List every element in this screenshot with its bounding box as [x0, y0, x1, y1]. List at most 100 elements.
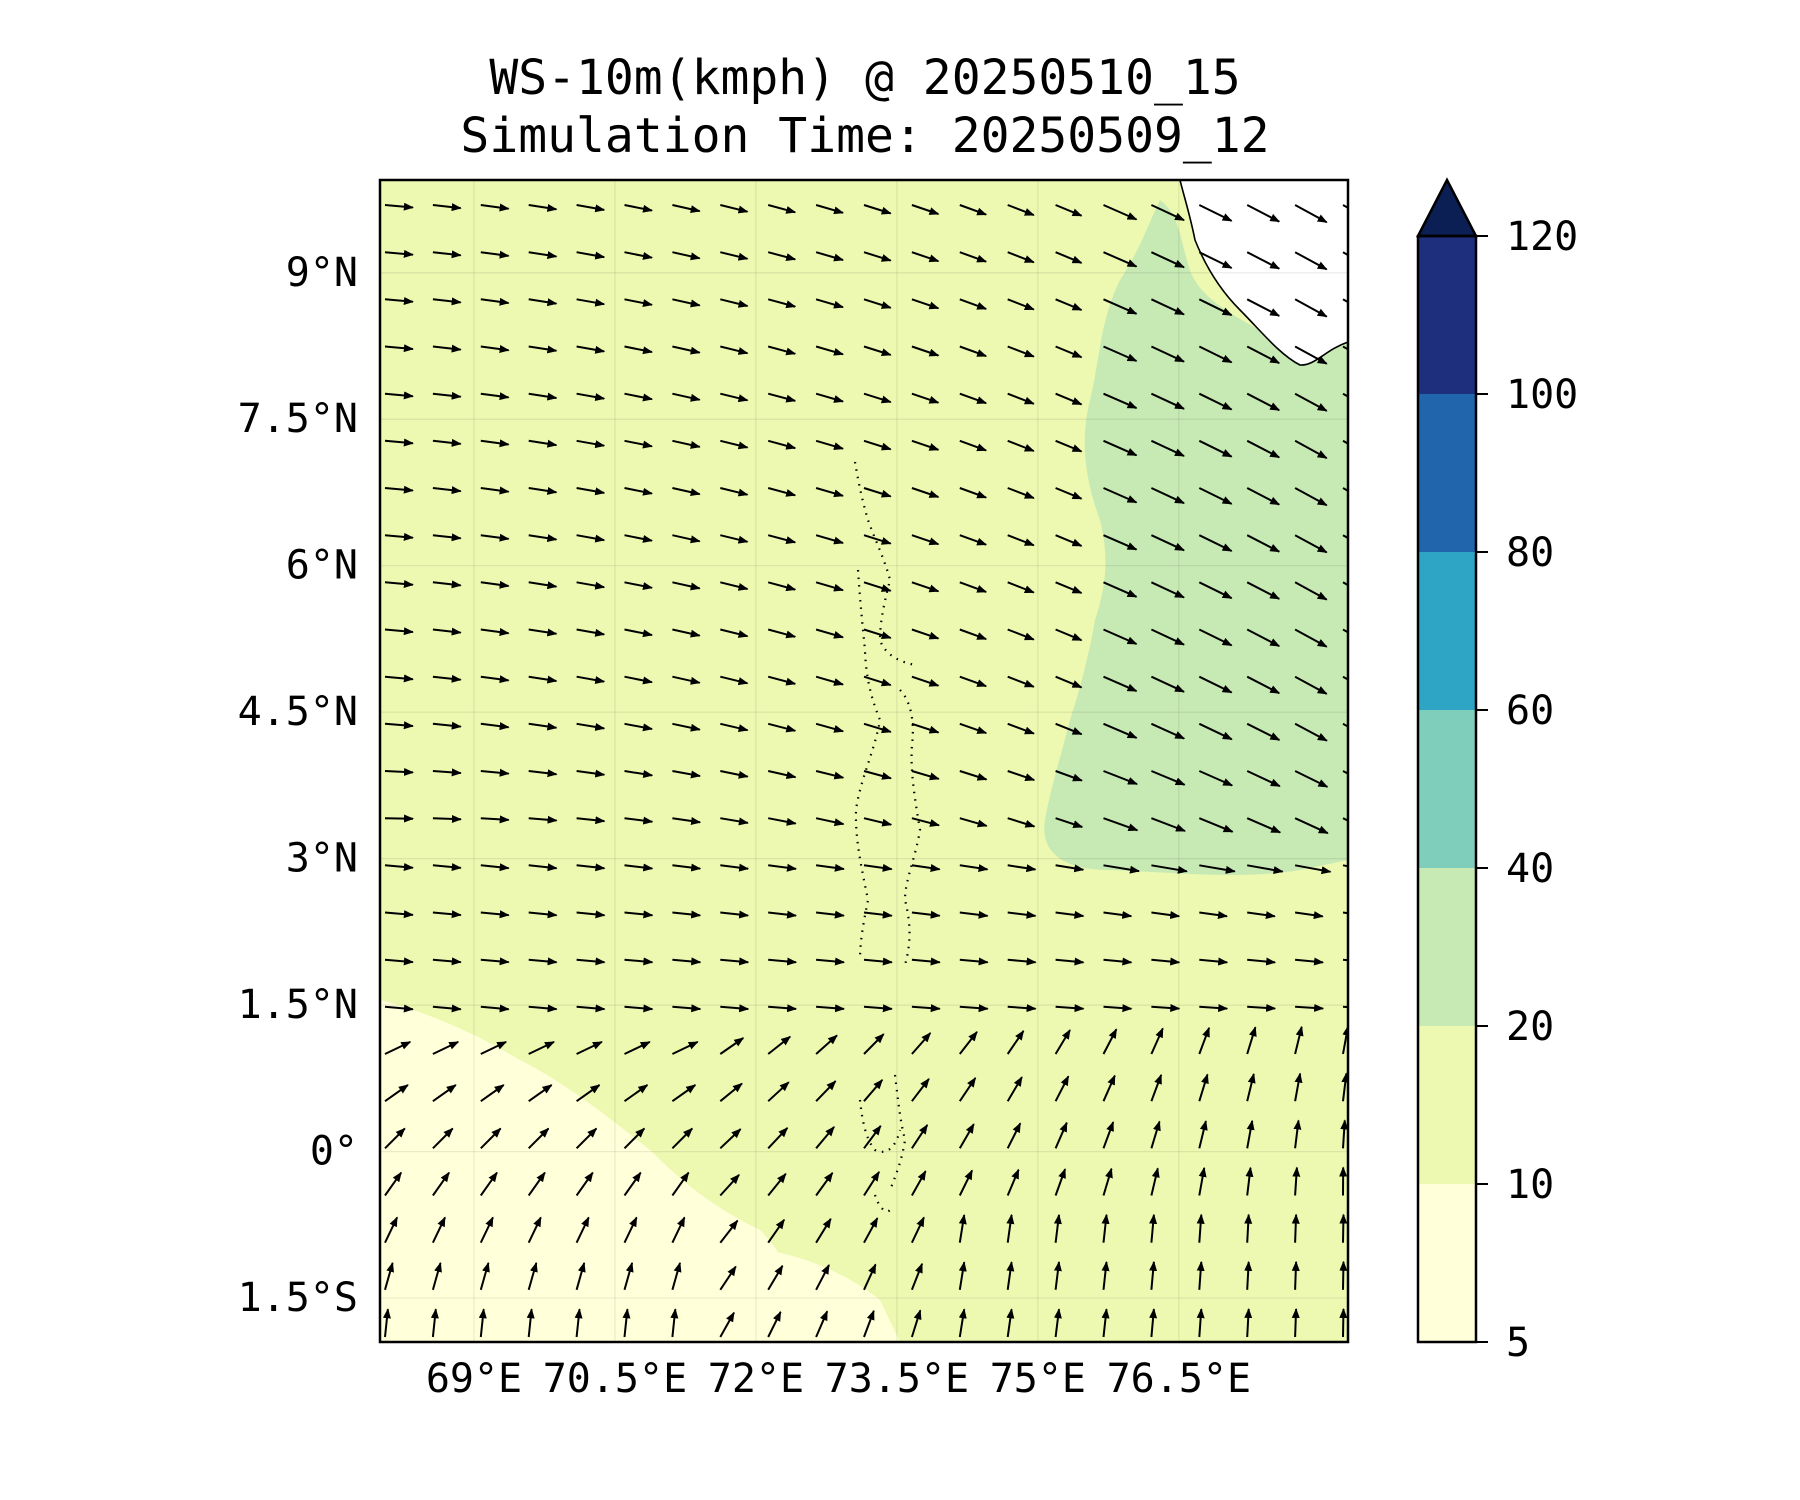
wind-vector [1007, 817, 1036, 828]
wind-vector [672, 204, 701, 214]
wind-vector [1340, 1119, 1348, 1149]
wind-vector [432, 910, 462, 919]
wind-vector [528, 863, 558, 872]
colorbar-segment [1418, 552, 1476, 710]
wind-vector [575, 1127, 598, 1150]
wind-vector [480, 1040, 508, 1055]
wind-vector [1199, 911, 1228, 919]
wind-vector [576, 863, 606, 872]
wind-vector [1103, 204, 1138, 221]
map-title: WS-10m(kmph) @ 20250510_15 [489, 50, 1241, 106]
wind-vector [1294, 251, 1328, 271]
wind-vector [719, 1037, 745, 1055]
wind-vector [1101, 1308, 1110, 1338]
wind-vector [1054, 1075, 1070, 1102]
wind-vector [815, 770, 845, 780]
wind-vector [959, 675, 988, 688]
wind-vector [1053, 1213, 1062, 1243]
wind-vector [1150, 722, 1186, 740]
wind-vector [815, 439, 844, 451]
wind-vector [672, 534, 701, 544]
wind-vector [431, 1216, 446, 1244]
wind-vector [863, 910, 893, 919]
lon-tick-label: 73.5°E [825, 1356, 970, 1402]
wind-vector [624, 345, 653, 355]
wind-vector [1055, 1004, 1085, 1013]
wind-vector [911, 581, 940, 593]
wind-vector [384, 297, 414, 305]
wind-vector [816, 1004, 845, 1013]
wind-vector [863, 1309, 875, 1338]
wind-vector [1196, 1213, 1205, 1243]
wind-vector [767, 1127, 789, 1149]
wind-vector [672, 628, 701, 638]
wind-vector [863, 581, 892, 592]
wind-vector [576, 628, 606, 637]
wind-vector [1294, 1072, 1303, 1102]
wind-vector [1339, 1213, 1348, 1243]
wind-vector [720, 628, 749, 638]
wind-vector [1055, 628, 1083, 642]
wind-vector [576, 957, 606, 966]
wind-vector [672, 675, 701, 685]
wind-vector [576, 1004, 606, 1013]
wind-vector [959, 817, 988, 828]
wind-vector [480, 863, 510, 872]
wind-vector [1294, 392, 1328, 412]
wind-vector [384, 1216, 399, 1244]
wind-vector [1007, 345, 1035, 358]
wind-vector [1246, 628, 1281, 647]
wind-vector [432, 344, 462, 353]
wind-vector [672, 392, 701, 402]
wind-vector [527, 1127, 550, 1150]
wind-vector [959, 1031, 978, 1055]
wind-vector [1294, 345, 1328, 365]
wind-vector [959, 722, 988, 735]
wind-vector [1102, 1167, 1113, 1196]
wind-vector [1291, 1213, 1300, 1243]
wind-vector [1103, 251, 1138, 268]
wind-vector [959, 204, 988, 216]
wind-vector [1150, 251, 1185, 269]
wind-vector [576, 345, 606, 354]
wind-vector [1150, 298, 1185, 316]
colorbar-label: 80 [1506, 530, 1554, 576]
colorbar-label: 20 [1506, 1004, 1554, 1050]
wind-vector [1102, 1028, 1118, 1055]
wind-vector [624, 534, 653, 543]
wind-vector [1199, 864, 1236, 874]
wind-vector [480, 580, 510, 589]
wind-vector [1103, 1004, 1133, 1013]
wind-vector [671, 1171, 690, 1197]
wind-vector [767, 298, 797, 309]
wind-vector [1291, 1260, 1300, 1290]
wind-vector [1149, 1213, 1158, 1243]
wind-vector [959, 628, 988, 641]
wind-vector [815, 1034, 838, 1055]
wind-vector [432, 391, 462, 400]
wind-vector [624, 957, 654, 966]
wind-vector [958, 1123, 975, 1149]
wind-vector [959, 298, 988, 310]
wind-vector [623, 1127, 646, 1150]
wind-vector [528, 298, 558, 307]
wind-vector [1247, 864, 1284, 874]
wind-vector [815, 1171, 834, 1197]
wind-vector [1055, 770, 1083, 782]
wind-vector [767, 1218, 786, 1244]
wind-vector [623, 1261, 634, 1291]
wind-vector [480, 675, 510, 684]
colorbar-segment [1418, 394, 1476, 552]
wind-vector [767, 1081, 790, 1102]
wind-vector [1007, 204, 1035, 217]
wind-vector [1150, 345, 1185, 363]
wind-vector [526, 1308, 535, 1338]
wind-vector [528, 581, 558, 590]
wind-vector [479, 1261, 490, 1291]
wind-vector [624, 251, 653, 260]
wind-vector [1007, 534, 1035, 547]
wind-vector [672, 439, 701, 449]
wind-vector [1103, 298, 1138, 315]
wind-vector [624, 204, 653, 213]
wind-vector [1198, 204, 1233, 222]
